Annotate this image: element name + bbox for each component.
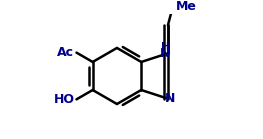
Text: N: N bbox=[165, 92, 175, 105]
Text: H: H bbox=[161, 43, 170, 53]
Text: Ac: Ac bbox=[57, 46, 74, 59]
Text: HO: HO bbox=[53, 93, 74, 106]
Text: N: N bbox=[160, 47, 171, 60]
Text: Me: Me bbox=[176, 0, 197, 13]
